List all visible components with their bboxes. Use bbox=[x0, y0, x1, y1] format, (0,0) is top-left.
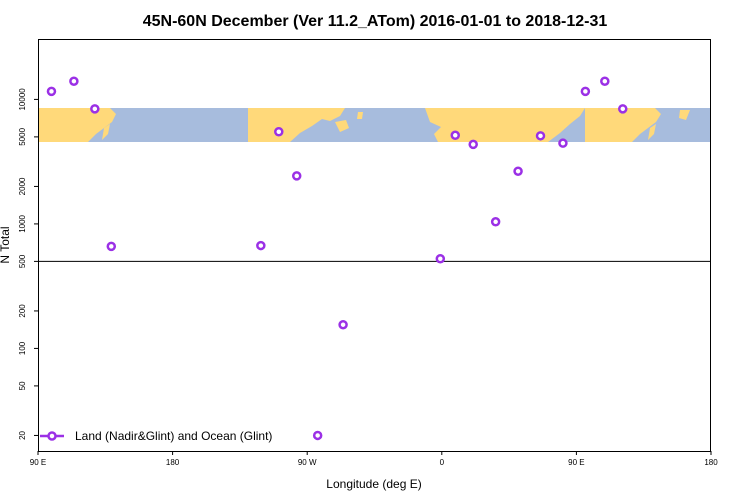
x-axis-label: Longitude (deg E) bbox=[326, 477, 421, 491]
x-tick-label: 90 E bbox=[568, 458, 584, 467]
y-tick-label: 5000 bbox=[18, 127, 27, 145]
data-point bbox=[558, 138, 568, 148]
world-map-band bbox=[38, 108, 711, 142]
data-point bbox=[513, 166, 523, 176]
x-tick-label: 180 bbox=[704, 458, 718, 467]
y-tick-label: 200 bbox=[18, 304, 27, 318]
legend: Land (Nadir&Glint) and Ocean (Glint) bbox=[40, 429, 272, 443]
data-point bbox=[312, 430, 323, 441]
plot-frame bbox=[38, 39, 711, 452]
y-tick-label: 1000 bbox=[18, 214, 27, 232]
x-tick-label: 90 E bbox=[30, 458, 46, 467]
data-point bbox=[600, 76, 610, 86]
data-point bbox=[618, 104, 628, 114]
data-point bbox=[46, 86, 57, 97]
legend-label: Land (Nadir&Glint) and Ocean (Glint) bbox=[75, 429, 272, 443]
data-point bbox=[435, 254, 446, 264]
data-point bbox=[450, 130, 461, 141]
data-point bbox=[580, 86, 591, 97]
y-tick-label: 2000 bbox=[18, 177, 27, 195]
data-point bbox=[256, 240, 266, 251]
legend-marker bbox=[47, 431, 57, 441]
data-point bbox=[535, 131, 546, 141]
y-tick-label: 10000 bbox=[18, 88, 27, 111]
data-point bbox=[69, 76, 79, 86]
y-axis-label: N Total bbox=[0, 226, 12, 263]
chart-title: 45N-60N December (Ver 11.2_ATom) 2016-01… bbox=[143, 13, 608, 30]
data-point bbox=[291, 171, 302, 181]
map-land bbox=[38, 108, 690, 142]
data-points bbox=[46, 76, 628, 441]
data-point bbox=[338, 319, 348, 330]
data-point bbox=[90, 104, 100, 114]
data-point bbox=[106, 241, 117, 252]
data-point bbox=[468, 139, 478, 150]
x-axis: 90 E 180 90 W 0 90 E 180 bbox=[30, 451, 718, 467]
y-tick-label: 100 bbox=[18, 341, 27, 355]
data-point bbox=[274, 126, 284, 137]
y-tick-label: 20 bbox=[18, 430, 27, 439]
y-tick-label: 500 bbox=[18, 254, 27, 268]
y-axis: 20 50 100 200 500 1000 2000 5000 10000 bbox=[18, 88, 38, 440]
data-point bbox=[490, 217, 501, 227]
y-tick-label: 50 bbox=[18, 381, 27, 390]
x-tick-label: 90 W bbox=[298, 458, 317, 467]
x-tick-label: 180 bbox=[166, 458, 180, 467]
x-tick-label: 0 bbox=[440, 458, 445, 467]
